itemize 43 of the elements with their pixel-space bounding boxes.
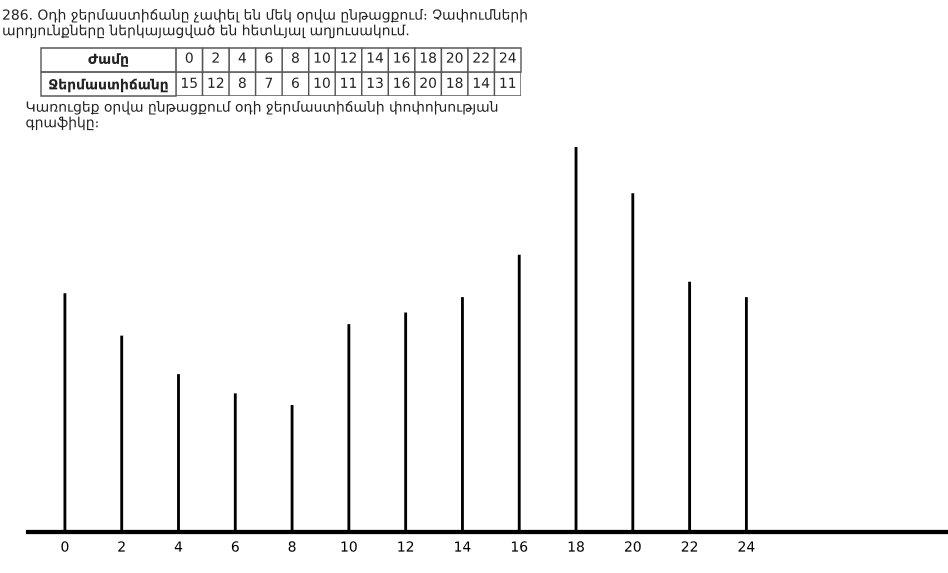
data-label: 14 bbox=[474, 78, 490, 88]
x-tick-label: 14 bbox=[455, 541, 470, 552]
x-tick-label: 12 bbox=[398, 541, 414, 552]
x-tick-label: 4 bbox=[238, 52, 246, 63]
x-tick-label: 24 bbox=[738, 541, 754, 552]
x-tick-label: 22 bbox=[473, 52, 489, 63]
data-label: 7 bbox=[266, 78, 272, 88]
x-tick-label: 18 bbox=[568, 541, 584, 552]
x-tick-label: 16 bbox=[394, 52, 410, 63]
x-tick-label: 20 bbox=[446, 52, 463, 63]
data-label: 10 bbox=[314, 78, 330, 88]
data-label: 11 bbox=[500, 78, 516, 88]
x-tick-label: 8 bbox=[292, 52, 299, 63]
x-tick-label: 8 bbox=[288, 541, 296, 552]
x-tick-label: 18 bbox=[420, 52, 436, 63]
data-label: 20 bbox=[420, 78, 436, 88]
x-tick-label: 2 bbox=[118, 541, 125, 552]
data-label: 11 bbox=[341, 78, 356, 88]
data-label: 15 bbox=[182, 78, 197, 88]
data-label: 8 bbox=[238, 78, 246, 88]
y-tick-label: Ջերմաստիճանը bbox=[49, 78, 168, 92]
x-tick-label: 12 bbox=[341, 52, 356, 63]
x-tick-label: 2 bbox=[212, 52, 219, 63]
x-tick-label: 24 bbox=[500, 52, 516, 63]
x-tick-label: 0 bbox=[61, 541, 68, 552]
chart-title: 286. Օդի ջերմաստիճանը չափել են մեկ օրվա ընթացքում։ Չափումների արդյունքները ներկայացված են հետևյալ աղյուսակում. bbox=[3, 9, 527, 38]
data-label: 12 bbox=[208, 78, 224, 88]
data-label: 6 bbox=[292, 78, 299, 88]
annotation: Կառուցեք օրվա ընթացքում օդի ջերմաստիճանի փոփոխության գրաֆիկը։ bbox=[26, 101, 498, 130]
x-tick-label: 20 bbox=[624, 541, 641, 552]
x-tick-label: 6 bbox=[265, 52, 272, 63]
x-tick-label: 10 bbox=[314, 52, 330, 63]
data-label: 18 bbox=[447, 78, 463, 88]
x-tick-label: 0 bbox=[186, 52, 193, 63]
data-label: 16 bbox=[394, 78, 410, 88]
x-axis-title: Ժամը bbox=[88, 53, 128, 67]
x-tick-label: 6 bbox=[232, 541, 239, 552]
x-tick-label: 14 bbox=[368, 52, 384, 63]
x-tick-label: 22 bbox=[682, 541, 698, 552]
data-label: 13 bbox=[368, 78, 383, 88]
x-tick-label: 4 bbox=[174, 541, 182, 552]
x-tick-label: 16 bbox=[512, 541, 528, 552]
x-tick-label: 10 bbox=[342, 541, 357, 552]
